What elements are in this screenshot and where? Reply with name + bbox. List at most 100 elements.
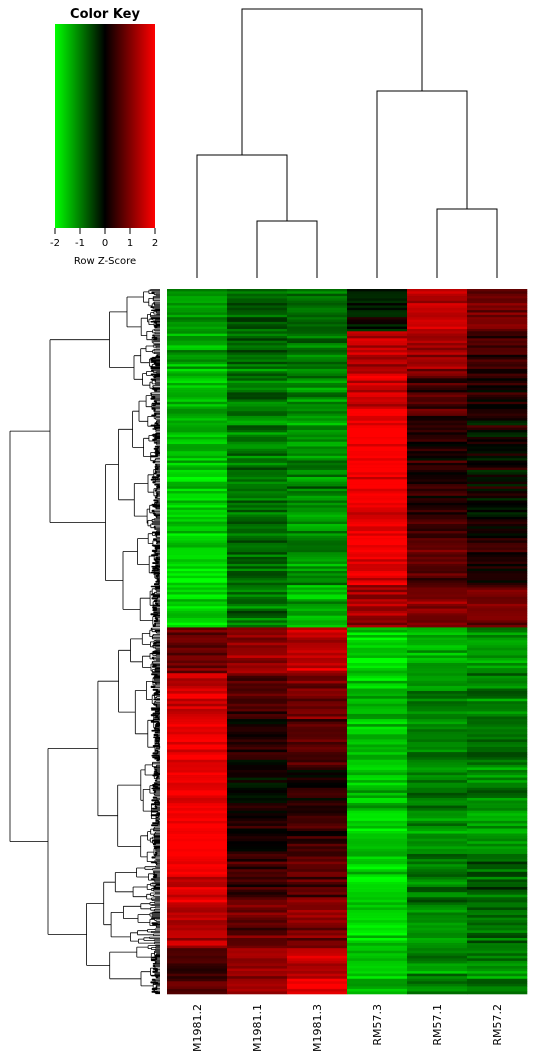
heatmap-cell <box>227 352 288 356</box>
heatmap-cell <box>167 680 228 684</box>
heatmap-cell <box>467 291 528 294</box>
heatmap-cell <box>227 831 288 834</box>
heatmap-cell <box>227 856 288 860</box>
heatmap-cell <box>287 453 348 457</box>
heatmap-cell <box>167 823 228 827</box>
heatmap-cell <box>347 635 408 638</box>
heatmap-cell <box>467 578 528 581</box>
heatmap-cell <box>467 357 528 360</box>
heatmap-cell <box>407 526 468 529</box>
heatmap-cell <box>227 289 288 292</box>
heatmap-cell <box>287 846 348 850</box>
heatmap-cell <box>287 439 348 443</box>
heatmap-cell <box>407 828 468 832</box>
heatmap-cell <box>407 627 468 631</box>
heatmap-cell <box>407 922 468 926</box>
heatmap-cell <box>407 673 468 677</box>
heatmap-cell <box>467 940 528 944</box>
heatmap-cell <box>167 943 228 946</box>
heatmap-cell <box>227 444 288 447</box>
heatmap-cell <box>167 950 228 954</box>
heatmap-cell <box>287 547 348 551</box>
heatmap-cell <box>407 713 468 717</box>
heatmap-cell <box>167 559 228 562</box>
heatmap-cell <box>167 462 228 466</box>
heatmap-cell <box>167 601 228 605</box>
heatmap-cell <box>227 528 288 532</box>
heatmap-cell <box>407 312 468 316</box>
heatmap-cell <box>467 678 528 682</box>
heatmap-cell <box>347 305 408 309</box>
heatmap-cell <box>467 385 528 388</box>
heatmap-cell <box>287 904 348 908</box>
heatmap-cell <box>227 460 288 464</box>
heatmap-cell <box>467 741 528 745</box>
heatmap-cell <box>407 775 468 778</box>
heatmap-cell <box>167 927 228 931</box>
heatmap-cell <box>467 752 528 755</box>
heatmap-cell <box>167 749 228 753</box>
heatmap-cell <box>407 981 468 985</box>
heatmap-cell <box>347 645 408 649</box>
color-key-tick-label: -2 <box>50 238 60 249</box>
heatmap-cell <box>167 432 228 435</box>
heatmap-cell <box>407 813 468 817</box>
heatmap-cell <box>287 805 348 809</box>
heatmap-cell <box>227 670 288 674</box>
heatmap-cell <box>167 406 228 410</box>
heatmap-cell <box>407 680 468 684</box>
heatmap-cell <box>167 869 228 873</box>
heatmap-cell <box>347 810 408 814</box>
heatmap-cell <box>467 352 528 356</box>
heatmap-cell <box>227 601 288 605</box>
heatmap-cell <box>347 451 408 454</box>
heatmap-cell <box>407 566 468 569</box>
heatmap-cell <box>347 603 408 607</box>
heatmap-cell <box>167 955 228 959</box>
heatmap-cell <box>407 385 468 388</box>
heatmap-cell <box>287 554 348 558</box>
heatmap-cell <box>407 345 468 349</box>
heatmap-cell <box>467 580 528 584</box>
heatmap-cell <box>227 397 288 400</box>
heatmap-cell <box>227 787 288 791</box>
heatmap-cell <box>167 831 228 834</box>
heatmap-cell <box>227 467 288 471</box>
heatmap-cell <box>167 693 228 697</box>
heatmap-cell <box>347 568 408 572</box>
heatmap-cell <box>287 310 348 313</box>
heatmap-cell <box>407 757 468 761</box>
heatmap-cell <box>407 538 468 541</box>
heatmap-cell <box>347 357 408 360</box>
heatmap-cell <box>407 547 468 551</box>
heatmap-cell <box>407 578 468 581</box>
heatmap-cell <box>167 324 228 327</box>
heatmap-cell <box>287 303 348 306</box>
heatmap-cell <box>467 408 528 412</box>
heatmap-cell <box>467 359 528 363</box>
heatmap-cell <box>467 810 528 814</box>
heatmap-cell <box>347 462 408 466</box>
heatmap-cell <box>407 618 468 621</box>
heatmap-cell <box>347 556 408 560</box>
heatmap-cell <box>407 838 468 842</box>
heatmap-cell <box>227 769 288 773</box>
heatmap-cell <box>287 647 348 651</box>
heatmap-cell <box>167 884 228 888</box>
heatmap-cell <box>467 531 528 534</box>
heatmap-cell <box>167 321 228 325</box>
heatmap-cell <box>287 955 348 959</box>
heatmap-cell <box>227 930 288 934</box>
heatmap-cell <box>467 535 528 539</box>
heatmap-cell <box>347 411 408 414</box>
heatmap-cell <box>347 953 408 957</box>
heatmap-cell <box>407 647 468 651</box>
heatmap-cell <box>467 328 528 332</box>
heatmap-cell <box>287 500 348 504</box>
heatmap-cell <box>467 894 528 898</box>
heatmap-cell <box>227 625 288 628</box>
heatmap-cell <box>167 399 228 403</box>
heatmap-cell <box>167 350 228 353</box>
heatmap-cell <box>407 397 468 400</box>
heatmap-cell <box>467 927 528 931</box>
